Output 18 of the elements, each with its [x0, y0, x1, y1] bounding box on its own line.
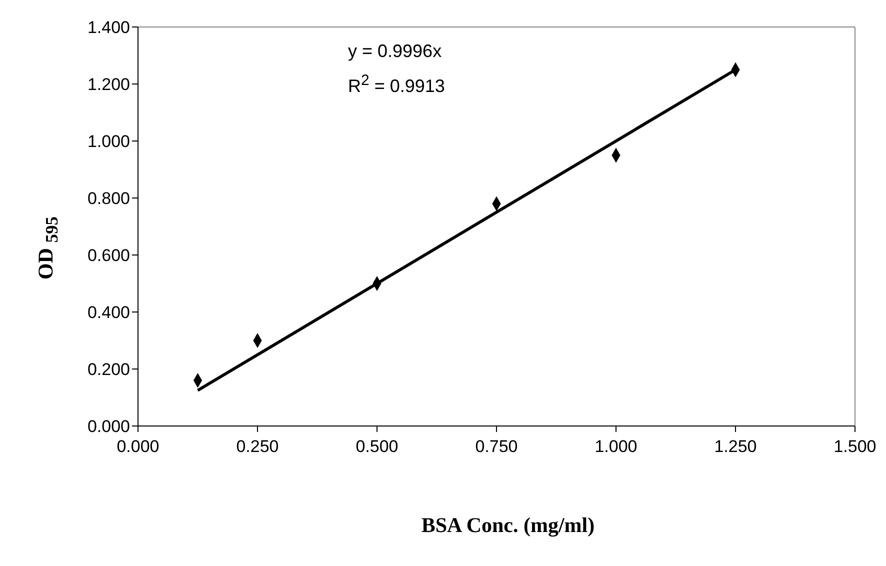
y-tick-label: 0.200 [87, 360, 130, 380]
y-tick-label: 1.400 [87, 18, 130, 38]
y-tick-label: 0.600 [87, 246, 130, 266]
y-tick-label: 1.000 [87, 132, 130, 152]
x-tick-label: 0.750 [475, 437, 518, 456]
annotation: R$^{2}$ = 0.9913 [348, 71, 445, 98]
x-axis-title: BSA Conc. (mg/ml) [420, 513, 596, 538]
annotation: y = 0.9996x [348, 40, 443, 63]
y-tick-label: 0.000 [87, 417, 130, 436]
x-tick-label: 0.500 [356, 437, 398, 456]
y-tick-label: 0.400 [87, 303, 130, 322]
x-tick-label: 0.000 [116, 437, 160, 456]
x-tick-label: 1.000 [594, 437, 638, 456]
x-tick-label: 1.500 [834, 437, 876, 456]
y-tick-label: 1.200 [87, 75, 130, 94]
x-tick-label: 1.250 [714, 437, 757, 456]
x-tick-label: 0.250 [236, 437, 279, 456]
y-tick-label: 0.800 [87, 189, 130, 208]
